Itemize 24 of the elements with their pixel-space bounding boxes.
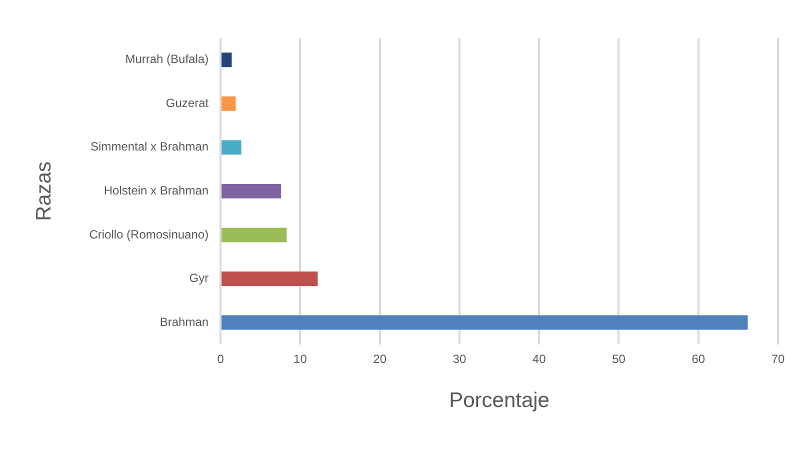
x-tick-label: 70 [771,352,785,366]
y-tick-label: Holstein x Brahman [104,184,209,198]
bar [222,140,242,155]
y-tick-label: Criollo (Romosinuano) [89,227,209,242]
y-axis-title: Razas [32,161,56,221]
y-tick-label: Guzerat [166,96,210,110]
bar [222,184,282,198]
bar [222,228,287,242]
y-tick-label: Brahman [160,314,209,329]
x-tick-label: 0 [217,352,224,366]
x-tick-label: 20 [373,352,387,366]
bar [222,315,748,330]
bar [222,272,318,286]
y-tick-label: Simmental x Brahman [90,140,209,154]
bar [222,96,236,111]
x-tick-label: 10 [294,352,308,366]
bar [222,52,232,68]
x-tick-label: 60 [692,352,706,366]
y-tick-label: Gyr [189,271,209,286]
x-tick-label: 30 [452,352,466,366]
y-tick-label: Murrah (Bufala) [125,52,209,66]
x-tick-label: 50 [612,352,626,366]
x-tick-label: 40 [532,352,546,366]
x-axis-title: Porcentaje [449,389,550,412]
